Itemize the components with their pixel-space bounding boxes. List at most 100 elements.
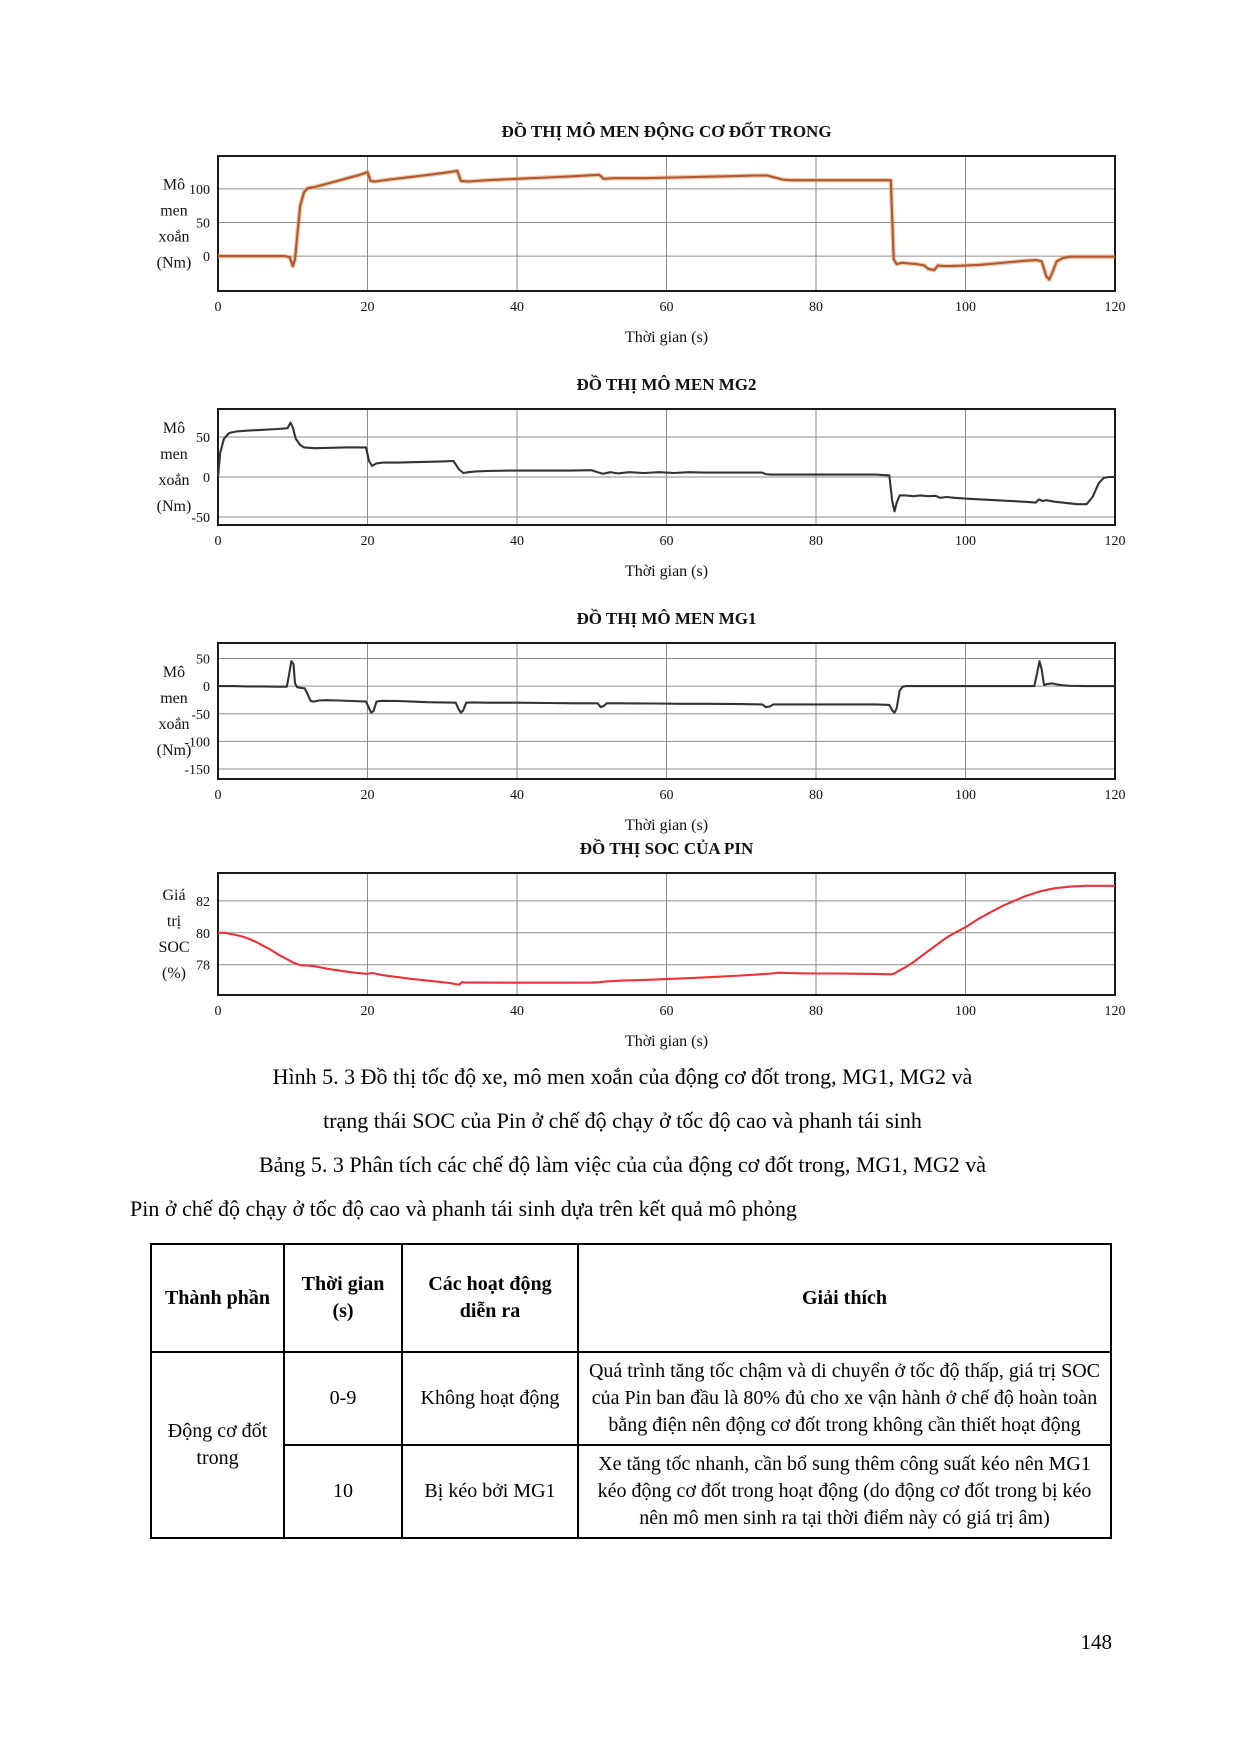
x-tick-label: 80 bbox=[809, 534, 823, 549]
analysis-table: Thành phần Thời gian (s) Các hoạt động d… bbox=[150, 1243, 1112, 1539]
table-header-row: Thành phần Thời gian (s) Các hoạt động d… bbox=[150, 1243, 1112, 1353]
header-time: Thời gian (s) bbox=[283, 1243, 403, 1353]
chart-mg1-torque: ĐỒ THỊ MÔ MEN MG1 0 20 40 60 80 100 120 -150 -10… bbox=[130, 607, 1126, 837]
y-tick-label: 50 bbox=[196, 431, 210, 446]
table-row: Động cơ đốt trong 0-9 Không hoạt động Qu… bbox=[150, 1351, 1112, 1539]
x-tick-label: 60 bbox=[660, 300, 674, 315]
x-tick-label: 60 bbox=[660, 1004, 674, 1019]
y-tick-label: -50 bbox=[191, 511, 210, 526]
x-tick-label: 40 bbox=[510, 300, 524, 315]
header-activities: Các hoạt động diễn ra bbox=[401, 1243, 579, 1353]
x-tick-label: 0 bbox=[215, 1004, 222, 1019]
y-tick-label: 80 bbox=[196, 927, 210, 942]
x-tick-label: 120 bbox=[1105, 788, 1126, 803]
explanation-cell: Xe tăng tốc nhanh, cần bổ sung thêm công… bbox=[577, 1444, 1112, 1539]
y-tick-label: 82 bbox=[196, 895, 210, 910]
series-line bbox=[218, 884, 1115, 986]
y-tick-label: 100 bbox=[189, 183, 210, 198]
plot-border bbox=[217, 642, 1116, 780]
x-tick-label: 120 bbox=[1105, 300, 1126, 315]
y-axis-label-word: (Nm) bbox=[157, 255, 192, 272]
time-cell: 10 bbox=[283, 1444, 403, 1539]
chart-battery-soc: ĐỒ THỊ SOC CỦA PIN 0 20 40 60 80 100 120 78 80 82… bbox=[130, 837, 1125, 1053]
mg2-torque-plot: 0 20 40 60 80 100 120 -50 0 50 Mô men xoắn (Nm) bbox=[157, 408, 1126, 549]
x-tick-label: 80 bbox=[809, 300, 823, 315]
x-tick-label: 20 bbox=[361, 534, 375, 549]
y-tick-label: -100 bbox=[184, 735, 210, 750]
x-tick-label: 20 bbox=[361, 300, 375, 315]
series-line bbox=[218, 660, 1115, 714]
time-cell: 0-9 bbox=[283, 1351, 403, 1446]
x-tick-label: 100 bbox=[955, 1004, 976, 1019]
y-tick-label: 78 bbox=[196, 959, 210, 974]
ice-torque-plot: 0 20 40 60 80 100 120 0 50 100 Mô men xoắn (Nm) bbox=[157, 155, 1126, 315]
activity-cell: Bị kéo bởi MG1 bbox=[401, 1444, 579, 1539]
x-axis-label-soc: Thời gian (s) bbox=[624, 1033, 709, 1050]
x-tick-label: 40 bbox=[510, 534, 524, 549]
y-tick-label: 0 bbox=[203, 680, 210, 695]
y-axis-label-word: (%) bbox=[162, 965, 186, 982]
plot-border bbox=[217, 872, 1116, 996]
y-axis-label-word: men bbox=[160, 203, 188, 220]
y-axis-label-word: (Nm) bbox=[157, 742, 192, 759]
x-axis-label-mg1: Thời gian (s) bbox=[624, 817, 709, 834]
x-tick-label: 120 bbox=[1105, 534, 1126, 549]
x-axis-label-ice: Thời gian (s) bbox=[624, 329, 709, 346]
x-tick-label: 100 bbox=[955, 788, 976, 803]
y-axis-label-word: xoắn bbox=[158, 472, 189, 489]
figure-caption-line2: trạng thái SOC của Pin ở chế độ chạy ở t… bbox=[323, 1108, 922, 1133]
series-line bbox=[216, 421, 1115, 513]
y-axis-label-word: xoắn bbox=[158, 716, 189, 733]
x-axis-label-mg2: Thời gian (s) bbox=[624, 563, 709, 580]
battery-soc-plot: 0 20 40 60 80 100 120 78 80 82 Giá trị SOC (%) bbox=[158, 872, 1126, 1019]
table-caption-line2: Pin ở chế độ chạy ở tốc độ cao và phanh … bbox=[130, 1196, 797, 1221]
x-tick-label: 100 bbox=[955, 534, 976, 549]
x-tick-label: 60 bbox=[660, 788, 674, 803]
x-tick-label: 40 bbox=[510, 1004, 524, 1019]
captions-block: Hình 5. 3 Đồ thị tốc độ xe, mô men xoắn … bbox=[130, 1055, 1115, 1231]
x-tick-label: 20 bbox=[361, 788, 375, 803]
y-axis-label-word: men bbox=[160, 690, 188, 707]
x-tick-label: 80 bbox=[809, 788, 823, 803]
x-tick-label: 0 bbox=[215, 788, 222, 803]
figure-caption-line1: Hình 5. 3 Đồ thị tốc độ xe, mô men xoắn … bbox=[272, 1064, 973, 1089]
header-component: Thành phần bbox=[150, 1243, 285, 1353]
chart-mg2-torque: ĐỒ THỊ MÔ MEN MG2 0 20 40 60 80 100 120 -50 0 50 M… bbox=[130, 373, 1126, 583]
activity-cell: Không hoạt động bbox=[401, 1351, 579, 1446]
page-number: 148 bbox=[1080, 1630, 1113, 1654]
x-tick-label: 0 bbox=[215, 534, 222, 549]
x-tick-label: 100 bbox=[955, 300, 976, 315]
chart-title-ice-torque: ĐỒ THỊ MÔ MEN ĐỘNG CƠ ĐỐT TRONG bbox=[501, 122, 832, 141]
y-axis-label-word: men bbox=[160, 446, 188, 463]
y-tick-label: 50 bbox=[196, 216, 210, 231]
table-caption-line1: Bảng 5. 3 Phân tích các chế độ làm việc … bbox=[258, 1152, 987, 1177]
explanation-cell: Quá trình tăng tốc chậm và di chuyển ở t… bbox=[577, 1351, 1112, 1446]
y-axis-label-word: Giá bbox=[162, 887, 185, 904]
x-tick-label: 120 bbox=[1105, 1004, 1126, 1019]
y-axis-label-word: SOC bbox=[158, 939, 189, 956]
plot-border bbox=[217, 155, 1116, 292]
mg1-torque-plot: 0 20 40 60 80 100 120 -150 -100 -50 0 50 Mô men xoắn (N… bbox=[157, 642, 1126, 803]
y-axis-label-word: Mô bbox=[163, 420, 185, 437]
x-tick-label: 40 bbox=[510, 788, 524, 803]
x-tick-label: 20 bbox=[361, 1004, 375, 1019]
x-tick-label: 0 bbox=[215, 300, 222, 315]
y-axis-label-word: xoắn bbox=[158, 229, 189, 246]
component-cell: Động cơ đốt trong bbox=[150, 1351, 285, 1539]
y-axis-label-word: Mô bbox=[163, 177, 185, 194]
x-tick-label: 60 bbox=[660, 534, 674, 549]
series-line bbox=[218, 169, 1115, 281]
y-axis-label-word: trị bbox=[167, 913, 182, 930]
header-explanation: Giải thích bbox=[577, 1243, 1112, 1353]
x-tick-label: 80 bbox=[809, 1004, 823, 1019]
y-axis-label-word: Mô bbox=[163, 664, 185, 681]
chart-title-mg2: ĐỒ THỊ MÔ MEN MG2 bbox=[576, 375, 757, 394]
y-tick-label: 0 bbox=[203, 471, 210, 486]
y-axis-label-word: (Nm) bbox=[157, 498, 192, 515]
chart-title-mg1: ĐỒ THỊ MÔ MEN MG1 bbox=[576, 609, 757, 628]
chart-title-soc: ĐỒ THỊ SOC CỦA PIN bbox=[579, 839, 754, 858]
table-row: 10 Bị kéo bởi MG1 Xe tăng tốc nhanh, cần… bbox=[151, 1444, 1112, 1539]
y-tick-label: 50 bbox=[196, 652, 210, 667]
y-tick-label: -50 bbox=[191, 708, 210, 723]
